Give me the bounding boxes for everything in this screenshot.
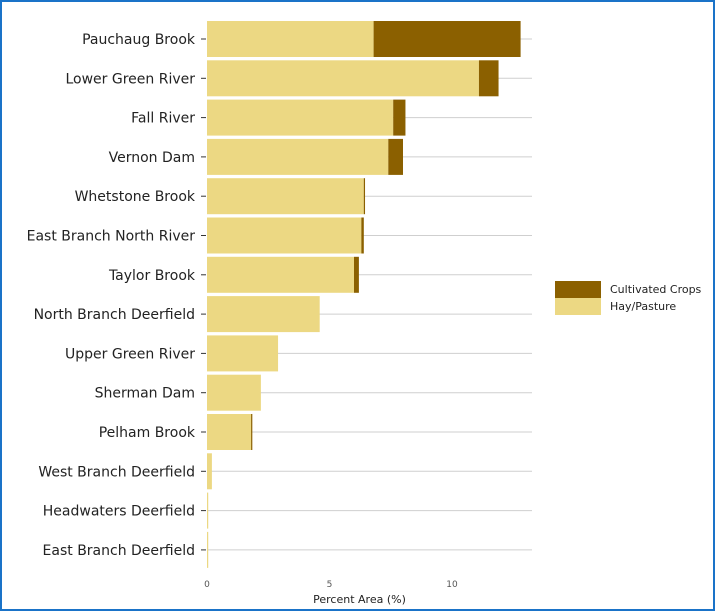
bar-hay-pasture bbox=[207, 531, 209, 568]
x-tick-label: 5 bbox=[327, 580, 333, 590]
bar-hay-pasture bbox=[207, 256, 354, 293]
bar-hay-pasture bbox=[207, 453, 212, 490]
category-label: West Branch Deerfield bbox=[38, 464, 195, 480]
bar-cultivated-crops bbox=[363, 178, 366, 215]
category-label: North Branch Deerfield bbox=[34, 307, 195, 323]
legend-swatch bbox=[555, 298, 601, 315]
bar-cultivated-crops bbox=[393, 99, 406, 136]
legend-label: Hay/Pasture bbox=[610, 300, 676, 313]
category-label: East Branch North River bbox=[27, 229, 196, 245]
category-label: East Branch Deerfield bbox=[43, 543, 195, 559]
bar-cultivated-crops bbox=[388, 138, 403, 175]
category-label: Pelham Brook bbox=[99, 425, 196, 441]
category-label: Pauchaug Brook bbox=[82, 32, 196, 48]
bar-hay-pasture bbox=[207, 21, 374, 57]
bar-hay-pasture bbox=[207, 99, 394, 136]
category-label: Upper Green River bbox=[65, 346, 195, 362]
category-labels: Pauchaug Brook Lower Green River Fall Rive… bbox=[27, 32, 196, 559]
bar-hay-pasture bbox=[207, 217, 362, 254]
bar-cultivated-crops bbox=[373, 21, 521, 57]
category-label: Vernon Dam bbox=[109, 150, 195, 166]
x-axis-title: Percent Area (%) bbox=[313, 593, 406, 606]
bar-hay-pasture bbox=[207, 296, 320, 333]
bar-hay-pasture bbox=[207, 138, 389, 175]
bar-cultivated-crops bbox=[354, 256, 359, 293]
category-label: Whetstone Brook bbox=[75, 189, 196, 205]
bar-cultivated-crops bbox=[361, 217, 364, 254]
bar-cultivated-crops bbox=[251, 414, 253, 450]
category-label: Headwaters Deerfield bbox=[43, 504, 195, 520]
bar-hay-pasture bbox=[207, 414, 252, 450]
legend: Cultivated Crops Hay/Pasture bbox=[555, 281, 702, 315]
category-label: Lower Green River bbox=[65, 71, 195, 87]
bar-hay-pasture bbox=[207, 335, 279, 372]
legend-swatch bbox=[555, 281, 601, 298]
bar-cultivated-crops bbox=[478, 60, 499, 97]
bar-hay-pasture bbox=[207, 178, 364, 215]
bar-hay-pasture bbox=[207, 60, 479, 97]
legend-label: Cultivated Crops bbox=[610, 283, 702, 296]
x-tick-label: 0 bbox=[204, 580, 210, 590]
bar-hay-pasture bbox=[207, 492, 209, 529]
category-label: Sherman Dam bbox=[95, 386, 195, 402]
x-axis: 0 5 10 bbox=[204, 580, 458, 590]
x-tick-label: 10 bbox=[446, 580, 458, 590]
category-label: Fall River bbox=[131, 111, 195, 127]
bar-hay-pasture bbox=[207, 374, 261, 411]
category-label: Taylor Brook bbox=[108, 268, 196, 284]
bars-layer bbox=[207, 21, 521, 568]
